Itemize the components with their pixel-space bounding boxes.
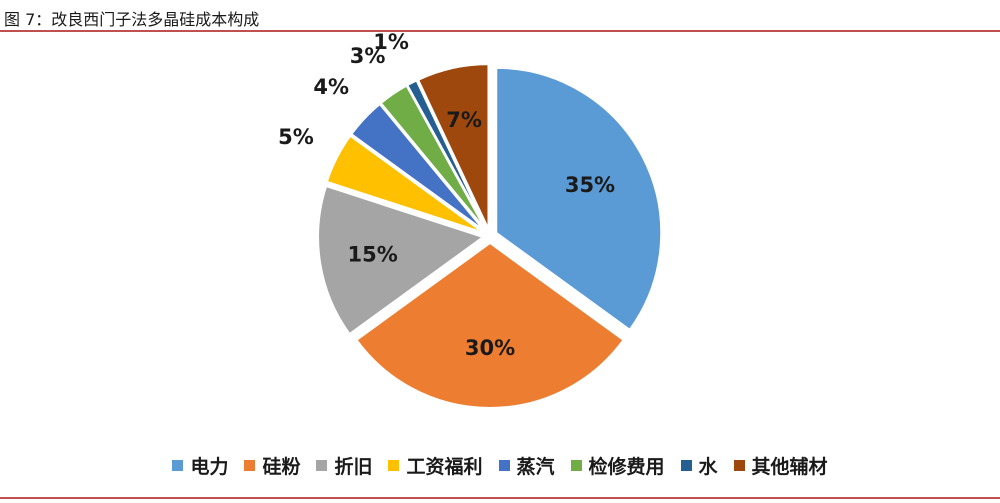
- pie-slice-3: [317, 184, 486, 336]
- legend-swatch-icon: [388, 460, 400, 471]
- legend-label: 检修费用: [588, 456, 665, 478]
- legend-item-8: 其他辅材: [733, 452, 828, 479]
- legend-swatch-icon: [244, 460, 256, 471]
- pie-slice-5: [350, 102, 486, 233]
- legend-label: 蒸汽: [516, 456, 555, 478]
- legend-item-5: 蒸汽: [498, 452, 555, 479]
- legend-label: 折旧: [334, 456, 373, 478]
- legend-item-2: 硅粉: [244, 452, 300, 479]
- slice-value-label-4: 5%: [278, 125, 314, 149]
- slice-value-label-2: 30%: [465, 336, 515, 360]
- legend-swatch-icon: [172, 460, 184, 471]
- slice-value-label-5: 4%: [313, 75, 349, 99]
- legend-item-4: 工资福利: [388, 452, 483, 479]
- pie-slice-7: [405, 79, 488, 231]
- top-divider: [0, 30, 1000, 32]
- legend-swatch-icon: [680, 460, 692, 471]
- pie-slice-4: [325, 134, 485, 234]
- legend-label: 电力: [190, 456, 229, 478]
- legend-item-6: 检修费用: [570, 452, 665, 479]
- pie-slice-1: [495, 66, 663, 332]
- slice-value-label-1: 35%: [565, 173, 615, 197]
- chart-legend: 电力 硅粉 折旧 工资福利 蒸汽 检修费用 水 其他辅材: [0, 452, 1000, 479]
- pie-slice-2: [355, 241, 625, 410]
- legend-item-3: 折旧: [316, 452, 372, 479]
- slice-value-label-8: 7%: [446, 108, 482, 132]
- legend-label: 工资福利: [406, 456, 483, 478]
- title-bar: 图 7：改良西门子法多晶硅成本构成: [0, 0, 1000, 31]
- legend-label: 硅粉: [262, 456, 301, 478]
- legend-item-7: 水: [680, 452, 718, 479]
- pie-chart: 35% 30% 15% 5% 4%3%1% 7%: [278, 32, 663, 410]
- legend-swatch-icon: [570, 460, 582, 471]
- figure-title: 图 7：改良西门子法多晶硅成本构成: [4, 10, 260, 29]
- slice-value-label-7: 1%: [373, 32, 409, 54]
- legend-item-1: 电力: [172, 452, 228, 479]
- legend-label: 其他辅材: [751, 456, 828, 478]
- legend-label: 水: [698, 456, 718, 478]
- slice-value-label-6: 3%: [350, 44, 386, 68]
- slice-value-label-3: 15%: [348, 243, 398, 267]
- legend-swatch-icon: [316, 460, 328, 471]
- pie-slice-8: [416, 63, 490, 230]
- legend-swatch-icon: [498, 460, 510, 471]
- bottom-divider: [0, 497, 1000, 499]
- legend-swatch-icon: [733, 460, 745, 471]
